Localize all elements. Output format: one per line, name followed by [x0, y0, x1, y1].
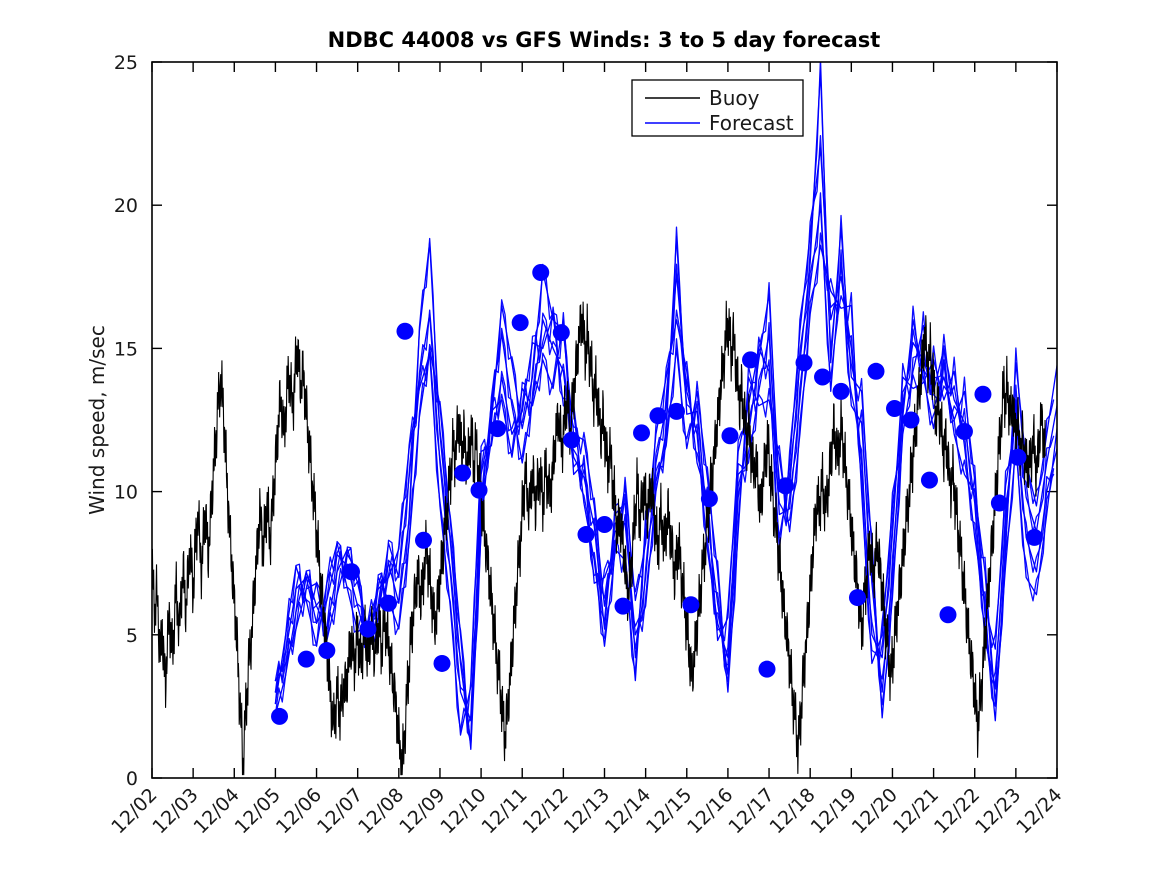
forecast-marker: [990, 494, 1008, 512]
forecast-marker: [721, 427, 739, 445]
forecast-marker: [742, 351, 760, 369]
forecast-marker: [832, 382, 850, 400]
forecast-marker: [433, 654, 451, 672]
forecast-marker: [297, 650, 315, 668]
chart-legend[interactable]: Buoy Forecast: [631, 79, 804, 137]
forecast-marker: [886, 400, 904, 418]
buoy-line: [152, 300, 1046, 776]
forecast-marker: [777, 477, 794, 495]
forecast-marker: [1025, 528, 1043, 546]
forecast-marker: [867, 362, 885, 380]
forecast-marker: [489, 420, 507, 438]
forecast-marker: [758, 660, 776, 678]
plot-frame: [151, 61, 1058, 779]
forecast-marker: [511, 314, 529, 332]
legend-label-buoy: Buoy: [709, 86, 760, 110]
forecast-marker: [649, 407, 667, 425]
forecast-line-member: [274, 62, 1055, 740]
y-tick-label: 25: [114, 52, 138, 74]
y-tick-label: 0: [126, 768, 138, 790]
y-tick-label: 15: [114, 338, 138, 360]
chart-title: NDBC 44008 vs GFS Winds: 3 to 5 day fore…: [328, 28, 881, 52]
forecast-marker: [814, 368, 832, 386]
y-axis-label: Wind speed, m/sec: [85, 325, 109, 515]
forecast-marker: [974, 385, 992, 403]
y-tick-label: 20: [114, 195, 138, 217]
forecast-marker: [1009, 448, 1027, 466]
forecast-marker: [552, 324, 570, 342]
forecast-marker: [343, 563, 361, 581]
forecast-marker: [470, 481, 488, 499]
forecast-marker: [902, 411, 920, 429]
forecast-marker: [633, 424, 651, 442]
y-tick-label: 10: [114, 482, 138, 504]
forecast-marker: [667, 402, 685, 420]
forecast-marker: [454, 464, 472, 482]
forecast-marker: [359, 620, 377, 638]
forecast-marker: [700, 490, 718, 508]
forecast-marker: [848, 589, 866, 607]
forecast-marker: [271, 707, 289, 725]
forecast-marker: [939, 606, 957, 624]
legend-box: [631, 79, 804, 137]
scatter-markers-group: [271, 264, 1043, 725]
forecast-marker: [682, 596, 700, 614]
y-tick-label: 5: [126, 625, 138, 647]
forecast-marker: [532, 264, 550, 281]
forecast-marker: [795, 354, 813, 372]
forecast-marker: [380, 594, 398, 612]
forecast-marker: [614, 597, 632, 615]
forecast-marker: [396, 322, 414, 340]
forecast-marker: [318, 642, 336, 660]
forecast-marker: [415, 531, 432, 549]
forecast-marker: [563, 431, 581, 449]
legend-label-forecast: Forecast: [709, 111, 794, 135]
forecast-marker: [596, 516, 613, 534]
forecast-marker: [920, 471, 938, 489]
forecast-marker: [955, 422, 973, 440]
forecast-marker: [577, 526, 595, 544]
